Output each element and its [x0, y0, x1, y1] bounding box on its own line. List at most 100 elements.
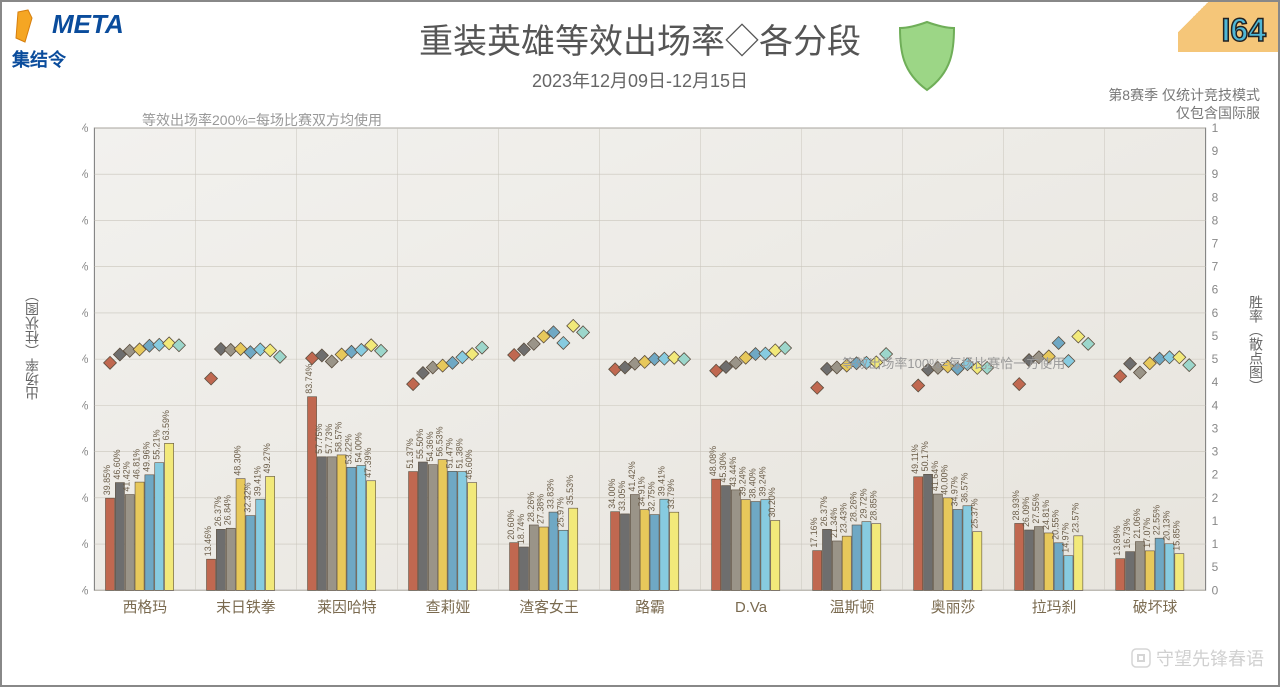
svg-text:26.84%: 26.84% — [223, 495, 233, 525]
plot-svg: 0%20%40%60%80%100%120%140%160%180%200%0%… — [82, 122, 1218, 630]
svg-text:30.20%: 30.20% — [767, 487, 777, 517]
plot-area: 0%20%40%60%80%100%120%140%160%180%200%0%… — [82, 122, 1218, 630]
svg-text:21.06%: 21.06% — [1132, 508, 1142, 538]
svg-text:32.32%: 32.32% — [242, 482, 252, 512]
svg-text:20%: 20% — [82, 537, 89, 551]
svg-text:45%: 45% — [1212, 375, 1218, 389]
svg-text:27.55%: 27.55% — [1031, 493, 1041, 523]
svg-text:26.09%: 26.09% — [1021, 497, 1031, 527]
svg-text:38.40%: 38.40% — [748, 468, 758, 498]
svg-text:57.75%: 57.75% — [314, 424, 324, 454]
watermark-text: 守望先锋春语 — [1156, 645, 1264, 671]
svg-text:120%: 120% — [82, 306, 89, 320]
svg-text:47.39%: 47.39% — [363, 447, 373, 477]
svg-text:渣客女王: 渣客女王 — [519, 598, 579, 616]
svg-text:破坏球: 破坏球 — [1133, 599, 1178, 616]
svg-text:39.41%: 39.41% — [656, 466, 666, 496]
svg-text:拉玛刹: 拉玛刹 — [1032, 599, 1077, 616]
svg-text:48.30%: 48.30% — [233, 445, 243, 475]
svg-text:22.55%: 22.55% — [1152, 505, 1162, 535]
svg-text:39.24%: 39.24% — [757, 466, 767, 496]
header: 重装英雄等效出场率◇各分段 2023年12月09日-12月15日 — [2, 2, 1278, 102]
svg-text:33.83%: 33.83% — [546, 479, 556, 509]
svg-text:28.26%: 28.26% — [849, 492, 859, 522]
svg-text:49.27%: 49.27% — [262, 443, 272, 473]
svg-text:末日铁拳: 末日铁拳 — [216, 599, 276, 616]
svg-text:46.60%: 46.60% — [112, 449, 122, 479]
svg-text:16.73%: 16.73% — [1122, 518, 1132, 548]
watermark: 守望先锋春语 — [1130, 645, 1264, 671]
svg-text:39.85%: 39.85% — [102, 465, 112, 495]
svg-text:35%: 35% — [1212, 421, 1218, 435]
svg-text:0%: 0% — [82, 583, 89, 597]
svg-text:33.05%: 33.05% — [617, 481, 627, 511]
svg-text:5%: 5% — [1212, 560, 1218, 574]
svg-text:100%: 100% — [82, 352, 89, 366]
svg-text:36.57%: 36.57% — [959, 473, 969, 503]
svg-text:41.42%: 41.42% — [122, 461, 132, 491]
svg-text:100%: 100% — [1212, 122, 1218, 135]
svg-text:18.74%: 18.74% — [516, 514, 526, 544]
svg-text:45.30%: 45.30% — [718, 452, 728, 482]
svg-text:25.97%: 25.97% — [555, 497, 565, 527]
svg-text:查莉娅: 查莉娅 — [426, 599, 471, 616]
svg-text:200%: 200% — [82, 122, 89, 135]
svg-text:温斯顿: 温斯顿 — [830, 599, 875, 616]
svg-text:49.11%: 49.11% — [910, 444, 920, 474]
svg-text:54.00%: 54.00% — [353, 432, 363, 462]
svg-text:26.37%: 26.37% — [819, 496, 829, 526]
svg-text:13.46%: 13.46% — [203, 526, 213, 556]
svg-text:34.97%: 34.97% — [950, 476, 960, 506]
svg-text:55%: 55% — [1212, 329, 1218, 343]
svg-text:46.60%: 46.60% — [464, 449, 474, 479]
svg-text:70%: 70% — [1212, 260, 1218, 274]
svg-text:50.17%: 50.17% — [920, 441, 930, 471]
svg-text:65%: 65% — [1212, 283, 1218, 297]
svg-text:51.38%: 51.38% — [454, 438, 464, 468]
svg-text:58.57%: 58.57% — [334, 422, 344, 452]
svg-text:26.37%: 26.37% — [213, 496, 223, 526]
svg-text:40.00%: 40.00% — [940, 465, 950, 495]
svg-text:奥丽莎: 奥丽莎 — [931, 599, 976, 616]
svg-text:13.69%: 13.69% — [1112, 525, 1122, 555]
svg-text:29.72%: 29.72% — [858, 488, 868, 518]
svg-text:53.22%: 53.22% — [343, 434, 353, 464]
svg-text:51.37%: 51.37% — [405, 438, 415, 468]
svg-text:0%: 0% — [1212, 583, 1218, 597]
y-axis-left-label: 出场率（柱状图） — [22, 288, 42, 400]
svg-text:41.42%: 41.42% — [627, 461, 637, 491]
svg-text:28.85%: 28.85% — [868, 490, 878, 520]
svg-text:75%: 75% — [1212, 237, 1218, 251]
svg-text:90%: 90% — [1212, 167, 1218, 181]
svg-text:20.60%: 20.60% — [506, 509, 516, 539]
svg-text:54.36%: 54.36% — [425, 431, 435, 461]
svg-text:50%: 50% — [1212, 352, 1218, 366]
svg-text:21.34%: 21.34% — [829, 508, 839, 538]
svg-text:95%: 95% — [1212, 144, 1218, 158]
svg-text:85%: 85% — [1212, 190, 1218, 204]
svg-text:34.91%: 34.91% — [637, 476, 647, 506]
svg-text:20.55%: 20.55% — [1051, 510, 1061, 540]
y-axis-right-label: 胜率（散点图） — [1246, 295, 1266, 393]
note-season: 第8赛季 仅统计竞技模式 仅包含国际服 — [1108, 86, 1260, 122]
svg-text:49.96%: 49.96% — [141, 442, 151, 472]
svg-text:20.13%: 20.13% — [1161, 511, 1171, 541]
svg-text:140%: 140% — [82, 260, 89, 274]
svg-text:41.64%: 41.64% — [930, 461, 940, 491]
svg-text:60%: 60% — [82, 445, 89, 459]
svg-text:40%: 40% — [1212, 398, 1218, 412]
note-line-2: 仅包含国际服 — [1176, 105, 1260, 121]
svg-text:46.81%: 46.81% — [132, 449, 142, 479]
svg-text:51.47%: 51.47% — [444, 438, 454, 468]
svg-text:10%: 10% — [1212, 537, 1218, 551]
svg-text:莱因哈特: 莱因哈特 — [317, 599, 377, 616]
chart-subtitle: 2023年12月09日-12月15日 — [2, 67, 1278, 93]
svg-text:55.50%: 55.50% — [415, 429, 425, 459]
svg-text:D.Va: D.Va — [735, 600, 768, 616]
svg-text:33.79%: 33.79% — [666, 479, 676, 509]
svg-text:23.57%: 23.57% — [1070, 503, 1080, 533]
svg-text:39.41%: 39.41% — [252, 466, 262, 496]
chart-root: I64 META 集结令 重装英雄等效出场率◇各分段 2023年12月09日-1… — [0, 0, 1280, 687]
svg-text:35.53%: 35.53% — [565, 475, 575, 505]
svg-text:32.75%: 32.75% — [647, 481, 657, 511]
